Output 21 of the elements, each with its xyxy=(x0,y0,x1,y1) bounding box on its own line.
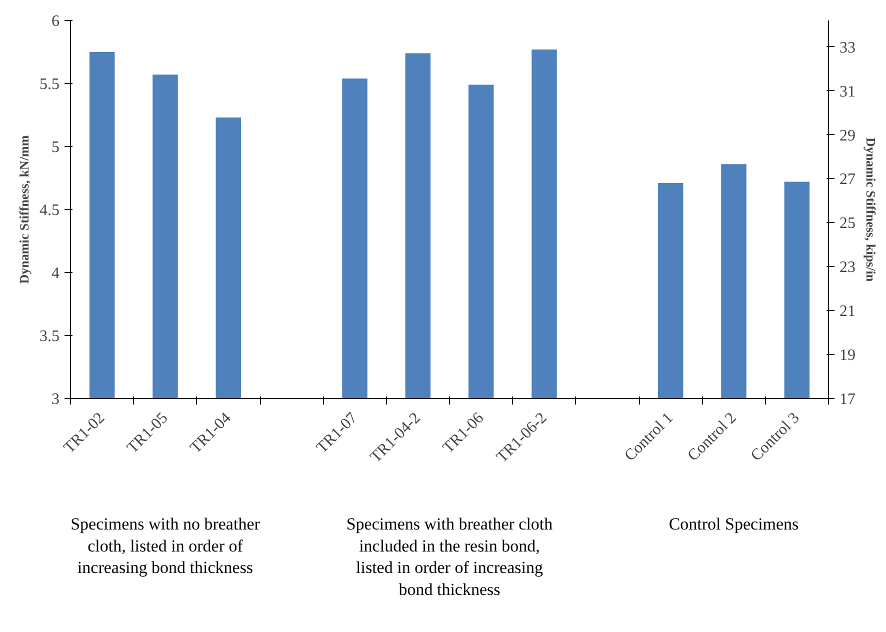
y-tick-label: 6 xyxy=(52,13,60,30)
y2-tick-label: 27 xyxy=(840,171,856,188)
y2-tick-label: 29 xyxy=(840,127,856,144)
y-tick-label: 3.5 xyxy=(40,328,60,345)
y2-tick-label: 23 xyxy=(840,259,856,276)
y2-tick-label: 31 xyxy=(840,83,856,100)
y2-tick-label: 19 xyxy=(840,347,856,364)
text: Specimens with no breather cloth, listed in order of increasing bond thickness xyxy=(70,514,260,578)
y2-tick-label: 25 xyxy=(840,215,856,232)
y2-tick-label: 33 xyxy=(840,39,856,56)
text: Control Specimens xyxy=(668,514,799,534)
text: Specimens with breather cloth included in the resin bond, listed in order of increasing bond thickness xyxy=(346,514,554,600)
y2-axis-title: Dynamic Stiffness, kips/in xyxy=(864,137,878,282)
y-tick-label: 3 xyxy=(52,391,60,408)
y-axis-title: Dynamic Stiffness, kN/mm xyxy=(16,135,32,284)
y2-tick-label: 21 xyxy=(840,303,856,320)
y-tick-label: 5.5 xyxy=(40,76,60,93)
y-tick-label: 4.5 xyxy=(40,202,60,219)
y-tick-label: 4 xyxy=(52,265,60,282)
y-tick-label: 5 xyxy=(52,139,60,156)
y2-tick-label: 17 xyxy=(840,391,856,408)
